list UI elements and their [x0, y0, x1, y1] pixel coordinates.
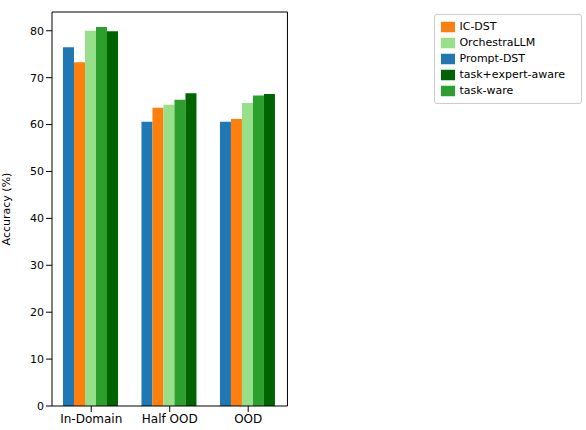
svg-text:70: 70 — [30, 72, 44, 85]
svg-text:60: 60 — [30, 118, 44, 131]
svg-text:Accuracy (%): Accuracy (%) — [8, 173, 13, 246]
svg-text:Half OOD: Half OOD — [142, 412, 198, 426]
html-text:OrchestraLLM: OrchestraLLM — [459, 36, 536, 49]
svg-text:40: 40 — [30, 212, 44, 225]
html-text:IC-DST: IC-DST — [459, 20, 497, 33]
svg-text:20: 20 — [30, 306, 44, 319]
svg-text:10: 10 — [30, 353, 44, 366]
svg-text:In-Domain: In-Domain — [60, 412, 122, 426]
svg-text:OOD: OOD — [234, 412, 262, 426]
svg-text:30: 30 — [30, 259, 44, 272]
svg-text:50: 50 — [30, 165, 44, 178]
html-text:Prompt-DST: Prompt-DST — [459, 52, 526, 65]
html-text:task+expert-aware: task+expert-aware — [459, 68, 565, 81]
svg-text:0: 0 — [37, 400, 44, 413]
html-text:task-ware: task-ware — [459, 84, 514, 97]
svg-text:80: 80 — [30, 25, 44, 38]
